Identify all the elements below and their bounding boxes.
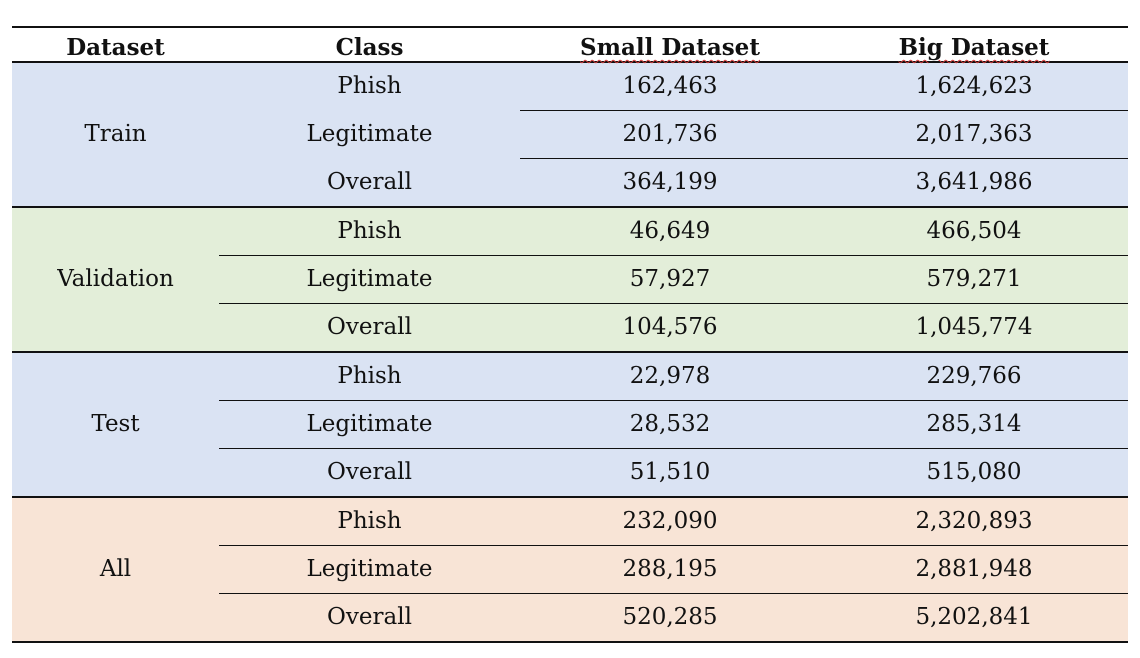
class-cell: Phish: [337, 73, 402, 100]
small-value-cell: 288,195: [520, 545, 820, 594]
dataset-group-test: Test: [12, 351, 219, 497]
class-cell: Legitimate: [219, 400, 520, 449]
header-row: Dataset Class Small Dataset Big Dataset: [12, 26, 1128, 63]
class-cell: Overall: [219, 303, 520, 352]
big-value-cell: 2,017,363: [820, 110, 1128, 159]
small-value-cell: 520,285: [520, 593, 820, 643]
header-dataset: Dataset: [12, 26, 219, 63]
class-cell: Legitimate: [306, 121, 433, 147]
small-value-cell: 22,978: [520, 351, 820, 401]
class-cell: Legitimate: [219, 545, 520, 594]
header-small-dataset: Small Dataset: [520, 26, 820, 63]
big-value-cell: 2,881,948: [820, 545, 1128, 594]
big-value-cell: 5,202,841: [820, 593, 1128, 643]
dataset-table-container: Dataset Class Small Dataset Big Dataset …: [12, 26, 1128, 643]
small-value-cell: 104,576: [520, 303, 820, 352]
table-row: Legitimate 288,195 2,881,948: [12, 545, 1128, 594]
class-cell: Overall: [219, 593, 520, 643]
header-big-dataset-text: Big Dataset: [898, 34, 1050, 61]
small-value-cell: 162,463: [622, 73, 718, 99]
class-cell: Phish: [219, 496, 520, 546]
small-value-cell: 232,090: [520, 496, 820, 546]
small-value-cell: 28,532: [520, 400, 820, 449]
big-value-cell: 229,766: [820, 351, 1128, 401]
table-row: Legitimate 201,736 2,017,363: [12, 110, 1128, 159]
small-value-cell: 201,736: [520, 110, 820, 159]
big-value-cell: 1,624,623: [915, 73, 1033, 99]
small-value-cell: 51,510: [520, 448, 820, 497]
table-row: Validation Phish 46,649 466,504: [12, 206, 1128, 352]
header-small-dataset-text: Small Dataset: [580, 34, 760, 61]
dataset-group-validation: Validation: [12, 206, 219, 352]
class-cell: Phish: [219, 351, 520, 401]
big-value-cell: 515,080: [820, 448, 1128, 497]
big-value-cell: 2,320,893: [820, 496, 1128, 546]
small-value-cell: 57,927: [520, 255, 820, 304]
header-big-dataset: Big Dataset: [820, 26, 1128, 63]
big-value-cell: 3,641,986: [820, 158, 1128, 207]
dataset-split-table: Dataset Class Small Dataset Big Dataset …: [12, 26, 1128, 643]
header-class: Class: [219, 26, 520, 63]
big-value-cell: 1,045,774: [820, 303, 1128, 352]
dataset-group-train: Train: [84, 121, 147, 147]
small-value-cell: 364,199: [520, 158, 820, 207]
table-row: Train Phish 162,463 1,624,623: [12, 62, 1128, 147]
class-cell: Legitimate: [219, 255, 520, 304]
dataset-group-all: All: [12, 496, 219, 643]
big-value-cell: 285,314: [820, 400, 1128, 449]
table-row: Test Phish 22,978 229,766: [12, 351, 1128, 497]
big-value-cell: 466,504: [820, 206, 1128, 256]
big-value-cell: 579,271: [820, 255, 1128, 304]
class-cell: Phish: [219, 206, 520, 256]
class-cell: Overall: [327, 168, 412, 195]
class-cell: Overall: [219, 448, 520, 497]
table-row: All Phish 232,090 2,320,893: [12, 496, 1128, 643]
small-value-cell: 46,649: [520, 206, 820, 256]
